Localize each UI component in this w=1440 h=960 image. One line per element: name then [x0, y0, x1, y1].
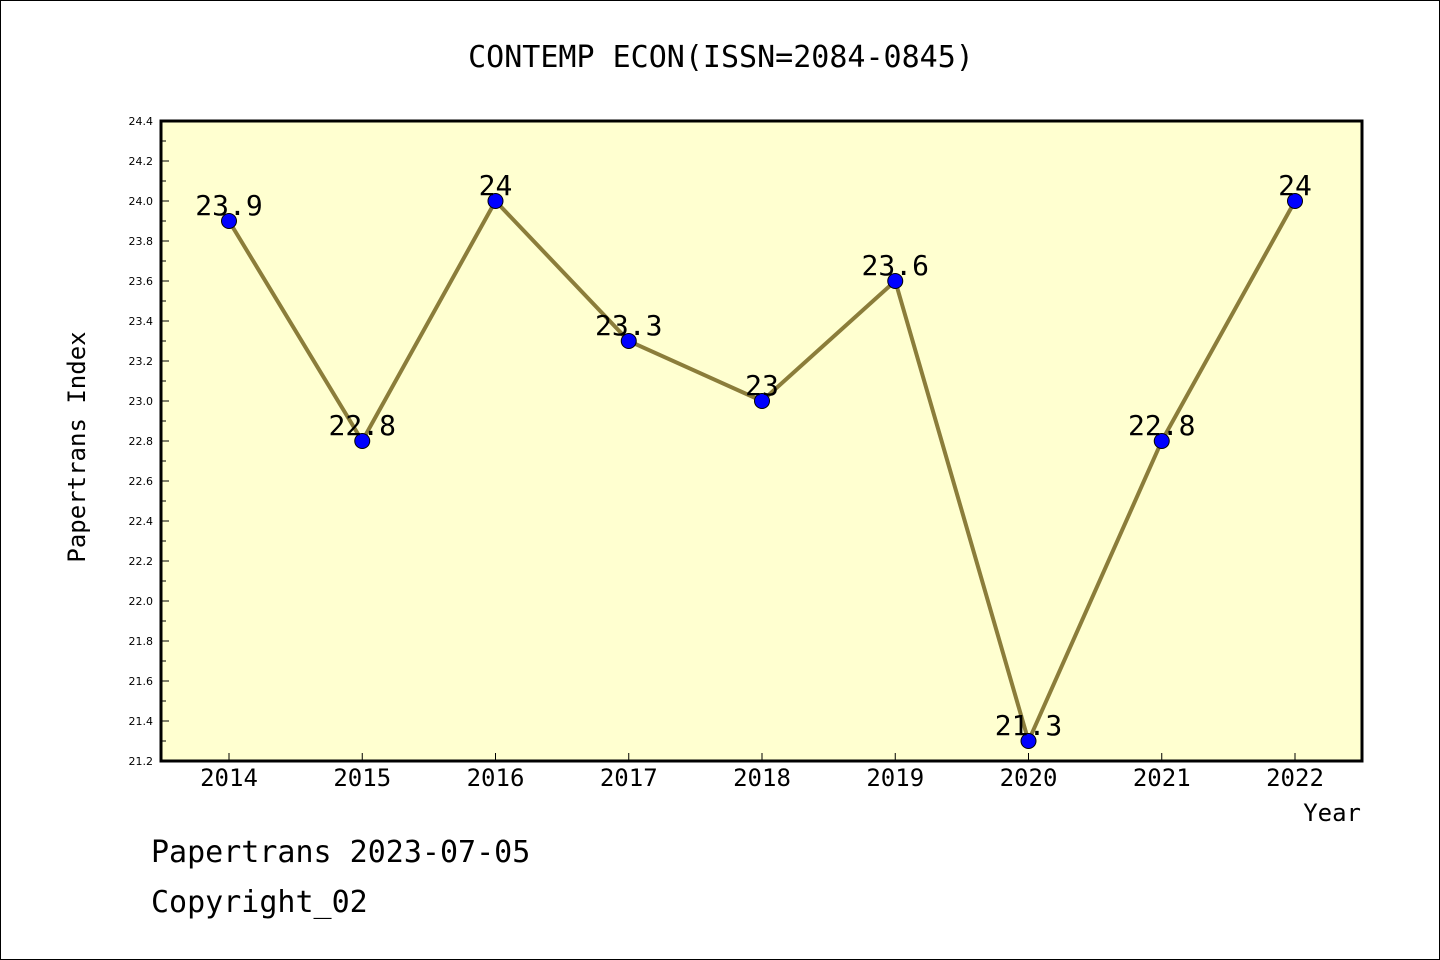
series-layer: 23.9 22.8 24 23.3 23 23.6 21.3 22.8 24 [195, 169, 1312, 749]
footer-copyright-text: Copyright_02 [151, 885, 368, 920]
chart-title: CONTEMP ECON(ISSN=2084-0845) [468, 40, 974, 75]
x-tick-label: 2018 [733, 764, 791, 792]
y-tick-label: 23.0 [129, 395, 154, 408]
data-point [487, 193, 504, 209]
y-tick-label: 21.2 [129, 755, 154, 768]
footer-date-text: Papertrans 2023-07-05 [151, 835, 531, 870]
y-tick-label: 22.2 [129, 555, 154, 568]
y-tick-label: 24.4 [129, 115, 154, 128]
y-tick-label: 23.4 [129, 315, 154, 328]
y-tick-label: 24.0 [129, 195, 154, 208]
data-point [620, 333, 637, 349]
data-point [354, 433, 371, 449]
y-axis-label: Papertrans Index [63, 331, 91, 562]
data-point [887, 273, 904, 289]
y-tick-label: 22.4 [129, 515, 154, 528]
y-tick-label: 22.6 [129, 475, 154, 488]
y-tick-label: 21.8 [129, 635, 154, 648]
x-tick-label: 2017 [600, 764, 658, 792]
data-label: 22.8 [1128, 409, 1195, 442]
y-tick-label: 23.6 [129, 275, 154, 288]
data-label: 21.3 [995, 709, 1062, 742]
data-label: 23 [745, 369, 779, 402]
x-tick-label: 2016 [467, 764, 525, 792]
y-tick-label: 21.6 [129, 675, 154, 688]
data-point [1020, 733, 1037, 749]
x-tick-label: 2019 [866, 764, 924, 792]
data-label: 23.6 [862, 249, 929, 282]
x-axis-label: Year [1303, 799, 1361, 827]
y-tick-label: 23.2 [129, 355, 154, 368]
y-tick-label: 22.0 [129, 595, 154, 608]
y-tick-label: 21.4 [129, 715, 154, 728]
data-point [1287, 193, 1303, 209]
data-label: 22.8 [329, 409, 396, 442]
y-tick-label: 22.8 [129, 435, 154, 448]
data-label: 24 [479, 169, 513, 202]
data-point [1153, 433, 1170, 449]
x-tick-label: 2022 [1266, 764, 1324, 792]
data-point [754, 393, 770, 409]
y-axis: 21.2 21.4 21.6 21.8 22.0 22.2 22.4 22.6 22.8 23.0… [129, 115, 169, 768]
x-tick-label: 2014 [200, 764, 258, 792]
data-label: 23.9 [195, 189, 262, 222]
y-tick-label: 23.8 [129, 235, 154, 248]
y-tick-label: 24.2 [129, 155, 154, 168]
x-tick-label: 2015 [333, 764, 391, 792]
data-label: 23.3 [595, 309, 662, 342]
x-tick-label: 2020 [1000, 764, 1058, 792]
x-axis: 2014 2015 2016 2017 2018 2019 2020 2021 2022 [200, 753, 1324, 792]
data-label: 24 [1278, 169, 1312, 202]
x-tick-label: 2021 [1133, 764, 1191, 792]
data-point [221, 213, 237, 229]
